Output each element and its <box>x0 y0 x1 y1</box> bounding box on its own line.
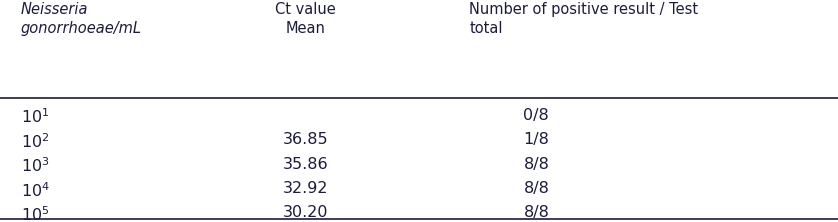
Text: 0/8: 0/8 <box>524 108 549 123</box>
Text: 1/8: 1/8 <box>524 132 549 147</box>
Text: $10^{2}$: $10^{2}$ <box>21 132 49 151</box>
Text: Ct value
Mean: Ct value Mean <box>276 2 336 36</box>
Text: 35.86: 35.86 <box>283 157 328 172</box>
Text: 8/8: 8/8 <box>524 181 549 196</box>
Text: 30.20: 30.20 <box>283 205 328 220</box>
Text: 36.85: 36.85 <box>283 132 328 147</box>
Text: Neisseria
gonorrhoeae/mL: Neisseria gonorrhoeae/mL <box>21 2 142 36</box>
Text: $10^{1}$: $10^{1}$ <box>21 108 49 126</box>
Text: $10^{4}$: $10^{4}$ <box>21 181 50 200</box>
Text: $10^{5}$: $10^{5}$ <box>21 205 49 222</box>
Text: 32.92: 32.92 <box>283 181 328 196</box>
Text: 8/8: 8/8 <box>524 205 549 220</box>
Text: $10^{3}$: $10^{3}$ <box>21 157 49 175</box>
Text: Number of positive result / Test
total: Number of positive result / Test total <box>469 2 698 36</box>
Text: 8/8: 8/8 <box>524 157 549 172</box>
